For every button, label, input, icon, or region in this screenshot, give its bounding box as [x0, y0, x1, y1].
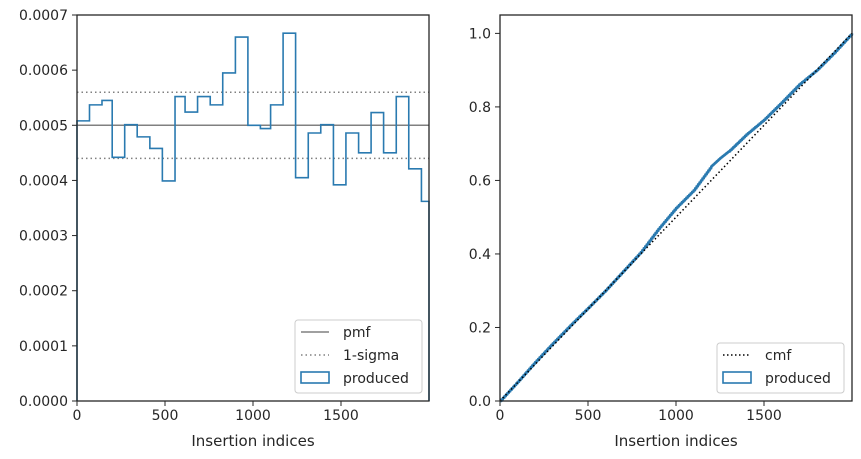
- y-tick-label: 0.0006: [19, 63, 68, 79]
- y-tick-label: 0.0000: [19, 394, 68, 410]
- legend-pmf-label: pmf: [343, 325, 372, 341]
- y-tick-label: 0.0001: [19, 339, 68, 355]
- y-tick-label: 0.0: [469, 394, 491, 410]
- produced-cumulative-line: [500, 33, 854, 403]
- y-tick-label: 0.8: [469, 100, 491, 116]
- legend-produced-label: produced: [343, 371, 409, 387]
- y-tick-label: 1.0: [469, 26, 491, 42]
- produced-histogram: [76, 32, 430, 401]
- legend-box: [294, 319, 423, 394]
- y-tick-label: 0.0002: [19, 284, 68, 300]
- x-tick-label: 1000: [235, 408, 271, 424]
- x-axis-label: Insertion indices: [614, 432, 737, 450]
- x-tick-label: 1500: [323, 408, 359, 424]
- y-tick-label: 0.2: [469, 320, 491, 336]
- left-panel-histogram: 0 500 1000 1500 0.0000 0.0001 0.0002 0.0003 0.00…: [19, 8, 430, 450]
- legend-box: [716, 342, 845, 394]
- legend: cmf produced: [716, 342, 845, 394]
- legend-cmf-label: cmf: [765, 348, 792, 364]
- x-tick-label: 500: [575, 408, 602, 424]
- y-tick-label: 0.4: [469, 247, 491, 263]
- x-tick-label: 500: [152, 408, 179, 424]
- y-tick-label: 0.0004: [19, 173, 68, 189]
- x-tick-label: 0: [73, 408, 82, 424]
- legend-produced-swatch: [300, 371, 330, 384]
- legend: pmf 1-sigma produced: [294, 319, 423, 394]
- right-panel-cumulative: 0 500 1000 1500 0.0 0.2 0.4 0.6 0.8 1.0 Insertion …: [469, 14, 854, 450]
- y-tick-label: 0.0005: [19, 118, 68, 134]
- cmf-line: [499, 32, 853, 402]
- y-tick-label: 0.0007: [19, 8, 68, 24]
- y-tick-label: 0.0003: [19, 229, 68, 245]
- x-tick-label: 1000: [658, 408, 694, 424]
- x-axis-label: Insertion indices: [191, 432, 314, 450]
- legend-produced-swatch: [722, 371, 752, 384]
- y-tick-label: 0.6: [469, 173, 491, 189]
- legend-produced-label: produced: [765, 371, 831, 387]
- legend-sigma-label: 1-sigma: [343, 348, 399, 364]
- x-tick-label: 1500: [746, 408, 782, 424]
- x-tick-label: 0: [496, 408, 505, 424]
